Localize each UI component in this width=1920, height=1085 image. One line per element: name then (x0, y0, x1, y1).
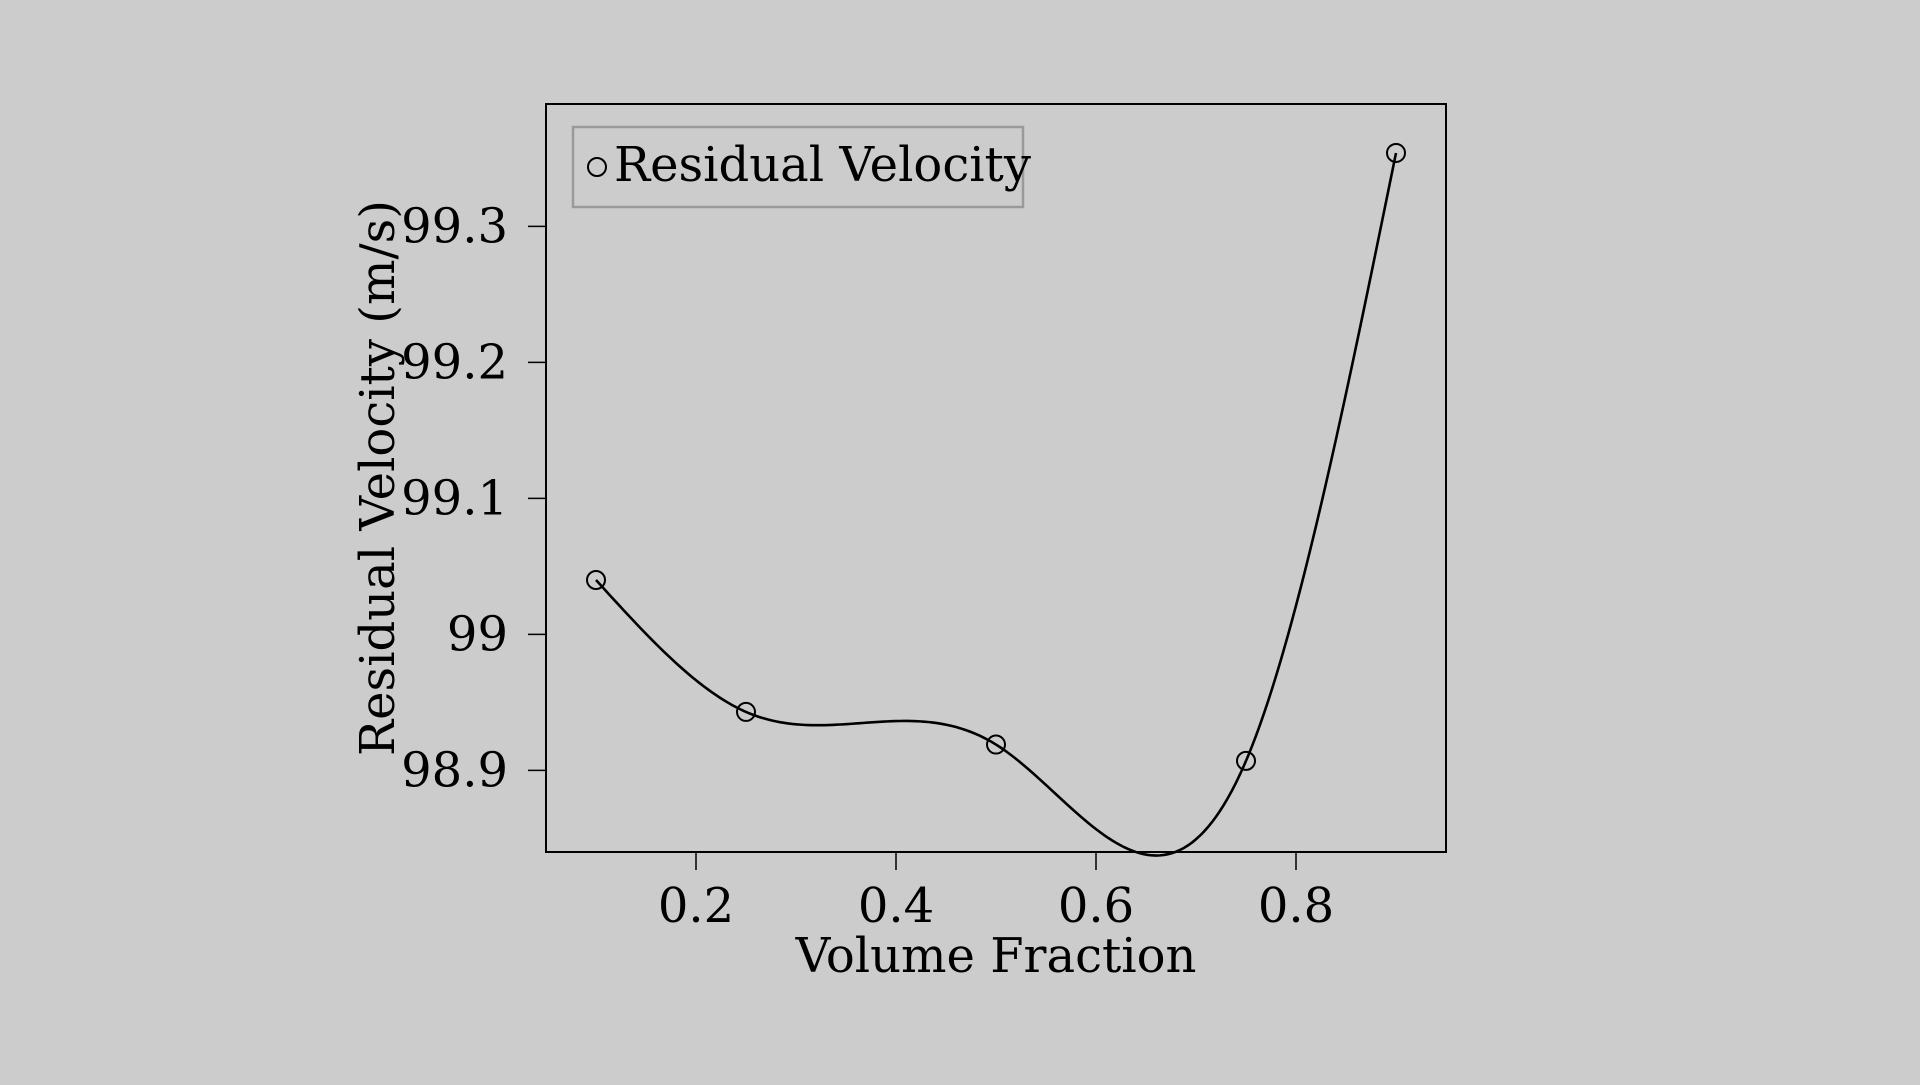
plot-area (545, 103, 1447, 853)
data-point (586, 570, 606, 590)
legend: Residual Velocity (571, 125, 1031, 209)
y-axis-label: Residual Velocity (m/s) (350, 200, 406, 756)
y-tick-label: 99.2 (401, 334, 508, 390)
data-point (986, 734, 1006, 755)
x-tick-label: 0.6 (1058, 878, 1134, 934)
legend-box (571, 125, 1025, 209)
x-axis-ticks: 0.2 0.4 0.6 0.8 (658, 852, 1334, 934)
x-tick-label: 0.4 (858, 878, 934, 934)
y-axis-ticks: 98.9 99 99.1 99.2 99.3 (401, 198, 546, 798)
x-tick-label: 0.2 (658, 878, 734, 934)
y-tick-label: 99 (447, 606, 508, 662)
series-curve-residual-velocity (595, 152, 1398, 857)
legend-marker-circle-icon (587, 157, 607, 177)
x-axis-label: Volume Fraction (795, 928, 1197, 984)
y-tick-label: 98.9 (401, 742, 508, 798)
data-point (1236, 750, 1256, 771)
data-point (1386, 142, 1406, 163)
y-tick-label: 99.3 (401, 198, 508, 254)
x-tick-label: 0.8 (1258, 878, 1334, 934)
y-tick-label: 99.1 (401, 470, 508, 526)
data-point (736, 701, 756, 722)
legend-entry-residual-velocity: Residual Velocity (614, 137, 1031, 193)
series-points-residual-velocity (586, 142, 1406, 771)
